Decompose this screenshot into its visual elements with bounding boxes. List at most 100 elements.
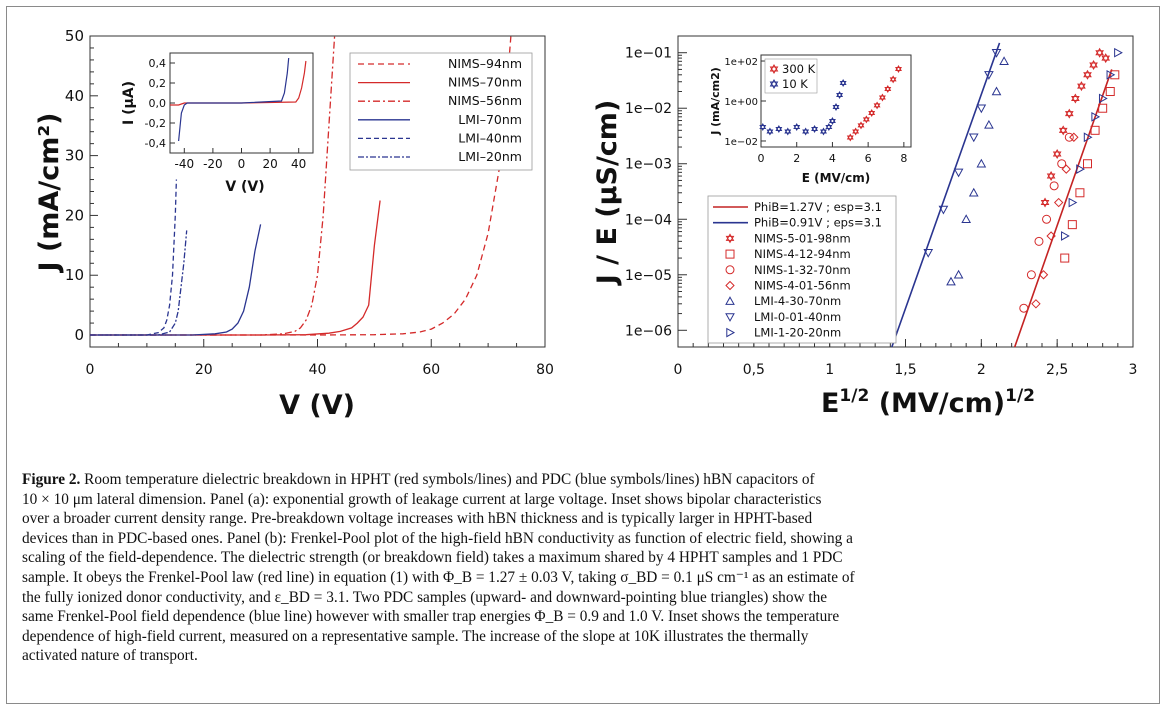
fit-line bbox=[1013, 69, 1113, 348]
inset-series-line bbox=[178, 57, 290, 142]
data-point bbox=[1110, 70, 1120, 80]
caption-line: devices than in PDC-based ones. Panel (b… bbox=[22, 529, 853, 547]
inset-data-point bbox=[759, 123, 767, 132]
x-tick-label: 2,5 bbox=[1046, 362, 1068, 378]
inset-data-point bbox=[784, 127, 792, 136]
data-point bbox=[1083, 159, 1092, 169]
panel-b-inset-ylabel: J (mA/cm2) bbox=[709, 67, 722, 136]
inset-y-tick-label: -0,2 bbox=[145, 117, 166, 130]
series-line bbox=[90, 230, 188, 336]
caption-line: the fully ionized donor conductivity, an… bbox=[22, 588, 828, 606]
legend-label: NIMS–94nm bbox=[448, 56, 522, 71]
panel-a-xlabel: V (V) bbox=[279, 390, 355, 421]
data-point bbox=[991, 49, 1002, 58]
caption-line: scaling of the field-dependence. The die… bbox=[22, 549, 843, 567]
data-point bbox=[1083, 132, 1093, 143]
inset-x-tick-label: -40 bbox=[174, 157, 194, 171]
data-point bbox=[1098, 93, 1108, 104]
data-point bbox=[1075, 188, 1085, 198]
data-point bbox=[1095, 47, 1104, 58]
data-point bbox=[1068, 197, 1078, 208]
data-point bbox=[1040, 197, 1050, 208]
y-tick-label: 40 bbox=[65, 87, 84, 105]
data-point bbox=[1052, 148, 1062, 159]
x-tick-label: 20 bbox=[195, 362, 213, 378]
data-point bbox=[1076, 164, 1085, 174]
inset-x-tick-label: -20 bbox=[203, 157, 223, 171]
panel-a-inset-ylabel: I (μA) bbox=[121, 81, 137, 125]
legend-label: PhiB=1.27V ; esp=3.1 bbox=[754, 200, 882, 214]
legend-marker bbox=[725, 249, 735, 259]
data-point bbox=[1058, 125, 1068, 136]
legend-label: NIMS-4-01-56nm bbox=[754, 279, 851, 293]
caption-line: over a broader current density range. Pr… bbox=[22, 510, 813, 528]
x-tick-label: 80 bbox=[536, 362, 554, 378]
data-point bbox=[1067, 220, 1077, 230]
data-point bbox=[1105, 87, 1115, 97]
inset-data-point bbox=[836, 90, 844, 99]
data-point bbox=[923, 248, 934, 258]
data-point bbox=[968, 187, 979, 197]
data-point bbox=[1049, 181, 1059, 191]
caption-line: 10 × 10 μm lateral dimension. Panel (a):… bbox=[22, 490, 822, 508]
data-point bbox=[1031, 299, 1041, 309]
caption-figure-label: Figure 2. bbox=[22, 471, 81, 488]
legend-marker bbox=[725, 280, 735, 291]
y-tick-label: 1e−04 bbox=[625, 212, 672, 228]
panel-a-inset-xlabel: V (V) bbox=[225, 179, 264, 195]
legend-marker bbox=[726, 327, 736, 338]
legend-label: NIMS-1-32-70nm bbox=[754, 263, 851, 277]
series-line bbox=[90, 224, 262, 336]
inset-data-point bbox=[766, 127, 774, 136]
data-point bbox=[1089, 60, 1098, 71]
data-point bbox=[1042, 214, 1052, 224]
inset-x-tick-label: 2 bbox=[793, 152, 800, 165]
data-point bbox=[1046, 171, 1056, 182]
inset-data-point bbox=[889, 75, 897, 84]
inset-x-tick-label: 8 bbox=[900, 152, 907, 165]
panel-b-inset-xlabel: E (MV/cm) bbox=[802, 171, 871, 185]
data-point bbox=[953, 168, 964, 178]
legend-marker bbox=[725, 296, 735, 305]
inset-legend-marker bbox=[769, 79, 779, 89]
inset-data-point bbox=[873, 101, 881, 110]
legend-label: NIMS–56nm bbox=[448, 93, 522, 108]
series-line bbox=[90, 35, 512, 336]
inset-data-point bbox=[825, 123, 833, 132]
inset-data-point bbox=[878, 93, 886, 102]
data-point bbox=[1046, 231, 1056, 241]
inset-x-tick-label: 40 bbox=[291, 157, 306, 171]
x-tick-label: 0 bbox=[86, 362, 95, 378]
inset-x-tick-label: 20 bbox=[262, 157, 277, 171]
data-point bbox=[1091, 111, 1101, 122]
inset-data-point bbox=[895, 64, 902, 73]
x-tick-label: 2 bbox=[977, 362, 986, 378]
inset-data-point bbox=[811, 124, 819, 133]
inset-y-tick-label: 1e+02 bbox=[724, 57, 758, 68]
inset-data-point bbox=[862, 115, 870, 124]
y-tick-label: 1e−05 bbox=[625, 268, 672, 284]
legend-label: NIMS–70nm bbox=[448, 75, 522, 90]
y-tick-label: 1e−03 bbox=[625, 157, 672, 173]
caption-line: same Frenkel-Pool field dependence (blue… bbox=[22, 608, 840, 626]
legend-label: LMI-0-01-40nm bbox=[754, 310, 841, 324]
x-tick-label: 0 bbox=[674, 362, 683, 378]
fit-line bbox=[891, 42, 1001, 348]
inset-data-point bbox=[839, 78, 847, 87]
series-line bbox=[90, 179, 178, 336]
inset-data-point bbox=[857, 121, 865, 130]
data-point bbox=[1038, 270, 1049, 280]
inset-data-point bbox=[775, 124, 783, 133]
data-point bbox=[938, 205, 949, 215]
caption-line: Room temperature dielectric breakdown in… bbox=[80, 471, 815, 488]
legend-label: NIMS-4-12-94nm bbox=[754, 247, 851, 261]
inset-data-point bbox=[846, 133, 854, 142]
inset-y-tick-label: 0,4 bbox=[149, 57, 167, 70]
data-point bbox=[1101, 53, 1111, 64]
legend-label: LMI–70nm bbox=[458, 112, 522, 127]
panel-a-ylabel: J (mA/cm²) bbox=[34, 113, 65, 274]
series-line bbox=[90, 200, 381, 336]
data-point bbox=[961, 214, 972, 223]
y-tick-label: 1e−02 bbox=[625, 101, 672, 117]
data-point bbox=[1057, 159, 1067, 169]
